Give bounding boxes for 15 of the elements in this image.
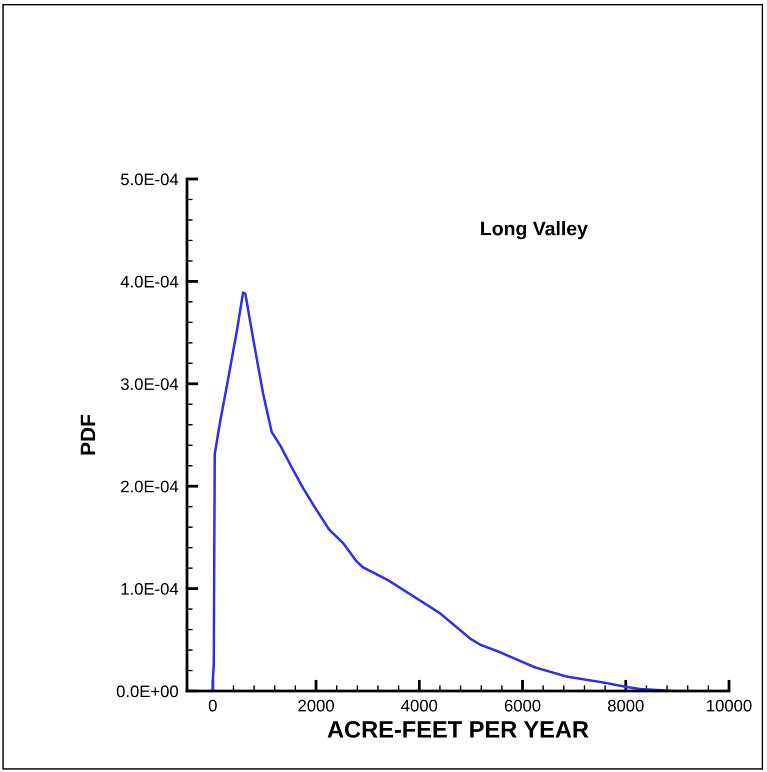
x-tick-label: 10000 [707,700,752,712]
x-axis-title: ACRE-FEET PER YEAR [328,721,588,738]
y-axis-title: PDF [80,414,96,454]
y-tick-label: 3.0E-04 [120,378,178,390]
annotation: Long Valley [481,221,588,240]
x-tick-label: 0 [208,700,217,712]
y-tick-label: 2.0E-04 [121,480,178,492]
y-tick-label: 5.0E-04 [120,173,178,186]
x-tick-label: 2000 [298,700,334,712]
x-tick-label: 4000 [401,700,438,712]
x-tick-label: 6000 [504,700,540,712]
y-tick-label: 4.0E-04 [120,276,178,288]
y-tick-label: 1.0E-04 [122,583,178,595]
x-tick-label: 8000 [608,700,644,712]
y-tick-label: 0.0E+00 [116,685,178,698]
